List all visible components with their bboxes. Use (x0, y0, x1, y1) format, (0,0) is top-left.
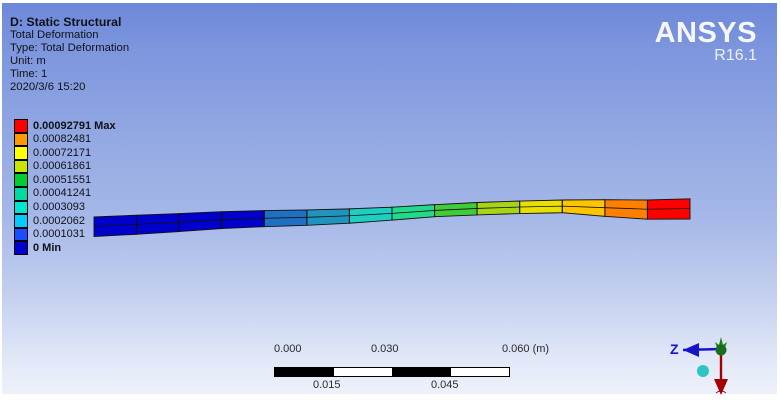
svg-text:Z: Z (670, 341, 679, 357)
